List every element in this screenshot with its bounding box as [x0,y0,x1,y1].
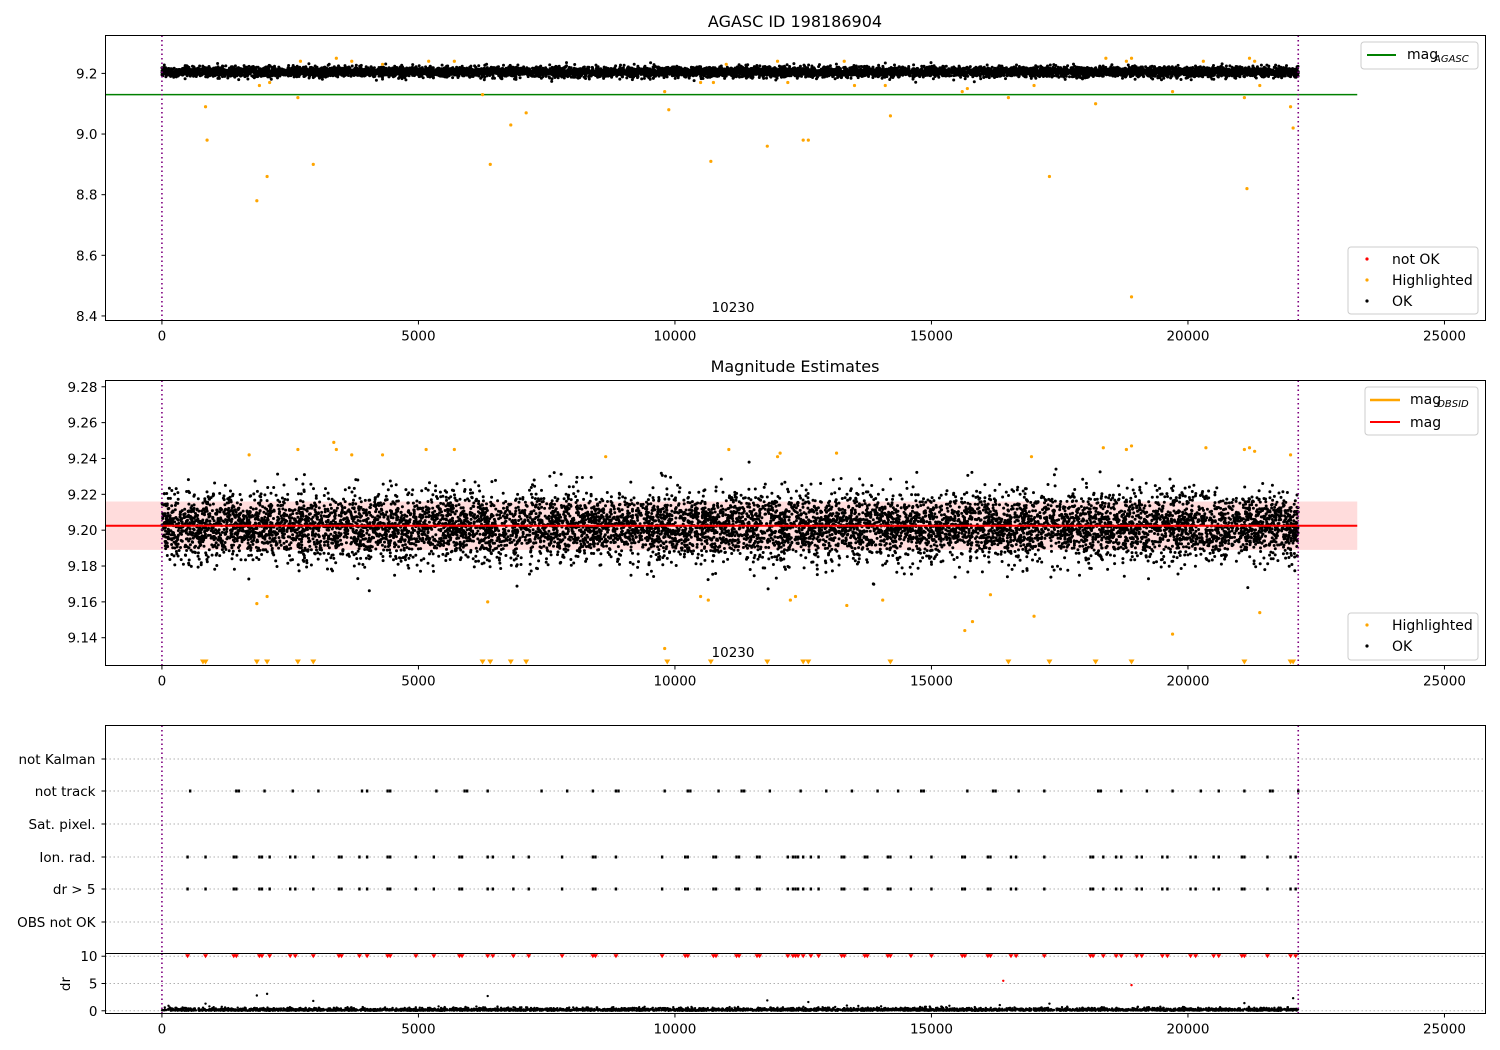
ok-point [985,63,989,67]
ok-point [982,75,986,79]
ok-point [632,62,636,66]
ok-point [384,62,388,66]
ok-point [573,63,577,66]
ok-point [497,65,500,69]
ok-point [183,77,187,81]
ok-point [821,75,825,79]
ok-point [1242,74,1246,78]
ok-point [649,61,653,65]
ok-point [1179,78,1183,81]
ok-point [807,63,811,67]
ok-point [440,63,444,67]
panel-1-title: AGASC ID 198186904 [708,12,882,31]
ok-point [952,78,956,82]
ok-point [833,77,837,81]
ok-point [625,76,629,80]
ok-point [844,75,848,79]
panel-1-plot [105,35,1358,321]
ok-point [834,62,838,66]
ok-points [160,61,1300,84]
ok-point [1272,76,1275,80]
ok-point [550,79,554,83]
ok-point [972,80,976,84]
ok-point [762,76,766,80]
ok-point [1151,77,1155,81]
ok-point [673,76,677,80]
ok-point [921,75,925,79]
ok-point [1285,64,1288,68]
ok-point [817,65,821,69]
ok-point [1224,64,1228,68]
panel-agasc: AGASC ID 198186904 0 5000 10000 15000 20000 2… [76,12,1486,345]
ok-point [1216,75,1220,79]
ok-point [374,78,378,82]
ok-point [883,61,887,65]
ok-point [417,64,421,68]
ok-point [364,65,368,69]
ok-point [502,63,505,67]
ok-point [1133,77,1137,81]
ok-point [451,76,455,80]
ok-point [1068,75,1071,79]
ok-point [614,64,618,68]
ok-point [224,64,228,68]
ok-point [802,63,806,67]
ok-point [937,75,941,79]
ok-point [246,77,250,81]
ok-point [765,76,768,80]
ok-point [1034,64,1038,68]
ok-point [912,63,916,67]
ok-point [914,80,918,84]
ok-point [482,78,486,82]
ok-point [216,62,220,65]
ok-point [1198,65,1202,69]
ok-point [849,76,853,80]
ok-point [1247,65,1251,69]
ok-point [1189,78,1193,82]
ok-point [785,63,789,67]
